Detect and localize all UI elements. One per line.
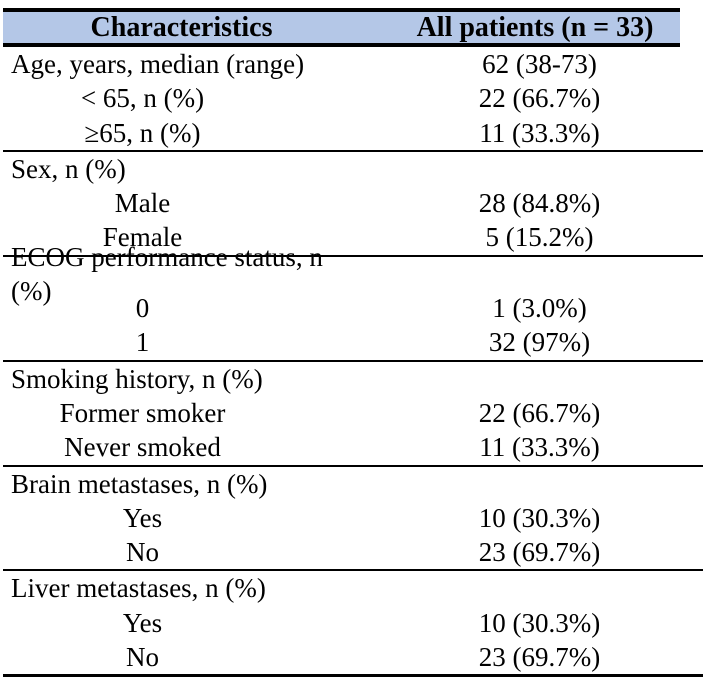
row-label: Liver metastases, n (%)	[11, 573, 266, 604]
row-label: 1	[135, 327, 150, 358]
row-value: 22 (66.7%)	[478, 397, 601, 428]
row-age-under-65: < 65, n (%) 22 (66.7%)	[3, 81, 703, 115]
row-value: 1 (3.0%)	[492, 293, 587, 324]
row-label: ≥65, n (%)	[84, 117, 201, 148]
row-value: 22 (66.7%)	[478, 83, 601, 114]
row-label: Never smoked	[64, 432, 221, 463]
row-ecog-group: ECOG performance status, n (%)	[3, 242, 703, 306]
row-brain-yes: Yes 10 (30.3%)	[3, 501, 703, 535]
row-liver-no: No 23 (69.7%)	[3, 640, 703, 674]
row-label: Brain metastases, n (%)	[11, 468, 268, 499]
row-value: 28 (84.8%)	[478, 188, 601, 219]
row-value: 23 (69.7%)	[478, 537, 601, 568]
row-label: ECOG performance status, n (%)	[11, 241, 323, 306]
row-sex-male: Male 28 (84.8%)	[3, 186, 703, 220]
row-value: 10 (30.3%)	[478, 607, 601, 638]
characteristics-table: Characteristics All patients (n = 33) Ag…	[3, 8, 703, 678]
row-label: Yes	[122, 607, 163, 638]
row-label: Age, years, median (range)	[11, 49, 305, 79]
row-liver-group: Liver metastases, n (%)	[3, 571, 703, 605]
header-characteristics: Characteristics	[90, 12, 273, 43]
section-smoking: Smoking history, n (%) Former smoker 22 …	[3, 362, 703, 467]
row-age-65-and-over: ≥65, n (%) 11 (33.3%)	[3, 116, 703, 150]
row-label: Sex, n (%)	[11, 153, 126, 184]
row-sex-female: Female 5 (15.2%)	[3, 220, 703, 254]
row-liver-yes: Yes 10 (30.3%)	[3, 606, 703, 640]
row-value: 11 (33.3%)	[479, 117, 600, 148]
row-value: 32 (97%)	[488, 327, 591, 358]
row-brain-no: No 23 (69.7%)	[3, 535, 703, 569]
row-label: Yes	[122, 502, 163, 533]
row-label: 0	[135, 293, 150, 324]
row-label: < 65, n (%)	[80, 83, 205, 114]
row-ecog-0: 0 1 (3.0%)	[3, 291, 703, 325]
row-sex-group: Sex, n (%)	[3, 152, 703, 186]
row-label: Smoking history, n (%)	[11, 363, 263, 394]
row-value: 11 (33.3%)	[479, 432, 600, 463]
row-label: No	[126, 537, 159, 568]
row-age-median: Age, years, median (range) 62 (38-73)	[3, 47, 703, 81]
row-value: 23 (69.7%)	[478, 642, 601, 673]
row-label: Female	[102, 222, 183, 253]
row-brain-group: Brain metastases, n (%)	[3, 467, 703, 501]
table-header-row: Characteristics All patients (n = 33)	[3, 8, 680, 47]
row-label: Male	[114, 188, 171, 219]
row-ecog-1: 1 32 (97%)	[3, 325, 703, 359]
row-smoking-never: Never smoked 11 (33.3%)	[3, 430, 703, 464]
row-value: 5 (15.2%)	[485, 222, 594, 253]
row-smoking-former: Former smoker 22 (66.7%)	[3, 396, 703, 430]
row-smoking-group: Smoking history, n (%)	[3, 362, 703, 396]
row-value: 10 (30.3%)	[478, 502, 601, 533]
section-liver-metastases: Liver metastases, n (%) Yes 10 (30.3%) N…	[3, 571, 703, 678]
header-all-patients: All patients (n = 33)	[416, 12, 654, 43]
section-brain-metastases: Brain metastases, n (%) Yes 10 (30.3%) N…	[3, 467, 703, 572]
section-age: Age, years, median (range) 62 (38-73) < …	[3, 47, 703, 152]
row-label: Former smoker	[59, 397, 226, 428]
row-value: 62 (38-73)	[482, 49, 597, 79]
section-sex: Sex, n (%) Male 28 (84.8%) Female 5 (15.…	[3, 152, 703, 257]
row-label: No	[126, 642, 159, 673]
section-ecog: ECOG performance status, n (%) 0 1 (3.0%…	[3, 242, 703, 362]
